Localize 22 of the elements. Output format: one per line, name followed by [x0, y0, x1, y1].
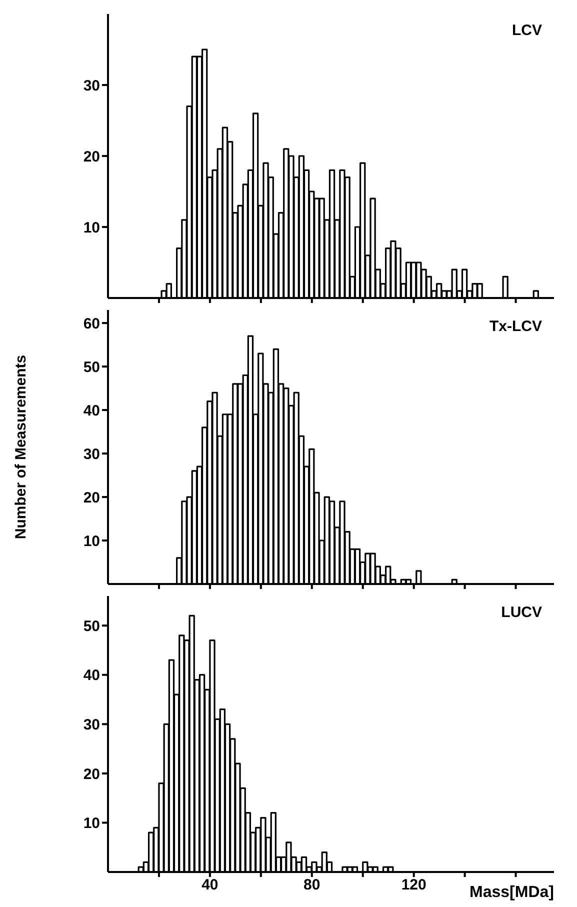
- y-axis-title: Number of Measurements: [12, 354, 30, 540]
- y-tick-label: 30: [83, 446, 100, 463]
- x-axis-title: Mass[MDa]: [470, 884, 554, 902]
- y-tick-label: 60: [83, 315, 100, 332]
- y-tick-label: 10: [83, 219, 100, 236]
- text: LUCV: [501, 604, 542, 621]
- x-tick-label: 40: [202, 876, 218, 894]
- text: LCV: [512, 22, 542, 39]
- y-tick-label: 10: [83, 532, 100, 550]
- y-tick-label: 50: [83, 358, 100, 376]
- y-tick-label: 20: [83, 766, 100, 783]
- x-tick-label: 80: [304, 876, 320, 894]
- y-tick-label: 30: [83, 716, 100, 734]
- text: Tx-LCV: [490, 318, 542, 335]
- y-tick-label: 50: [83, 618, 100, 635]
- x-tick-label: 120: [401, 876, 426, 894]
- y-tick-label: 20: [83, 489, 100, 506]
- y-tick-label: 10: [83, 815, 100, 832]
- y-tick-label: 40: [83, 402, 100, 420]
- y-tick-label: 30: [83, 77, 100, 94]
- y-tick-label: 20: [83, 148, 100, 166]
- y-tick-label: 40: [83, 667, 100, 684]
